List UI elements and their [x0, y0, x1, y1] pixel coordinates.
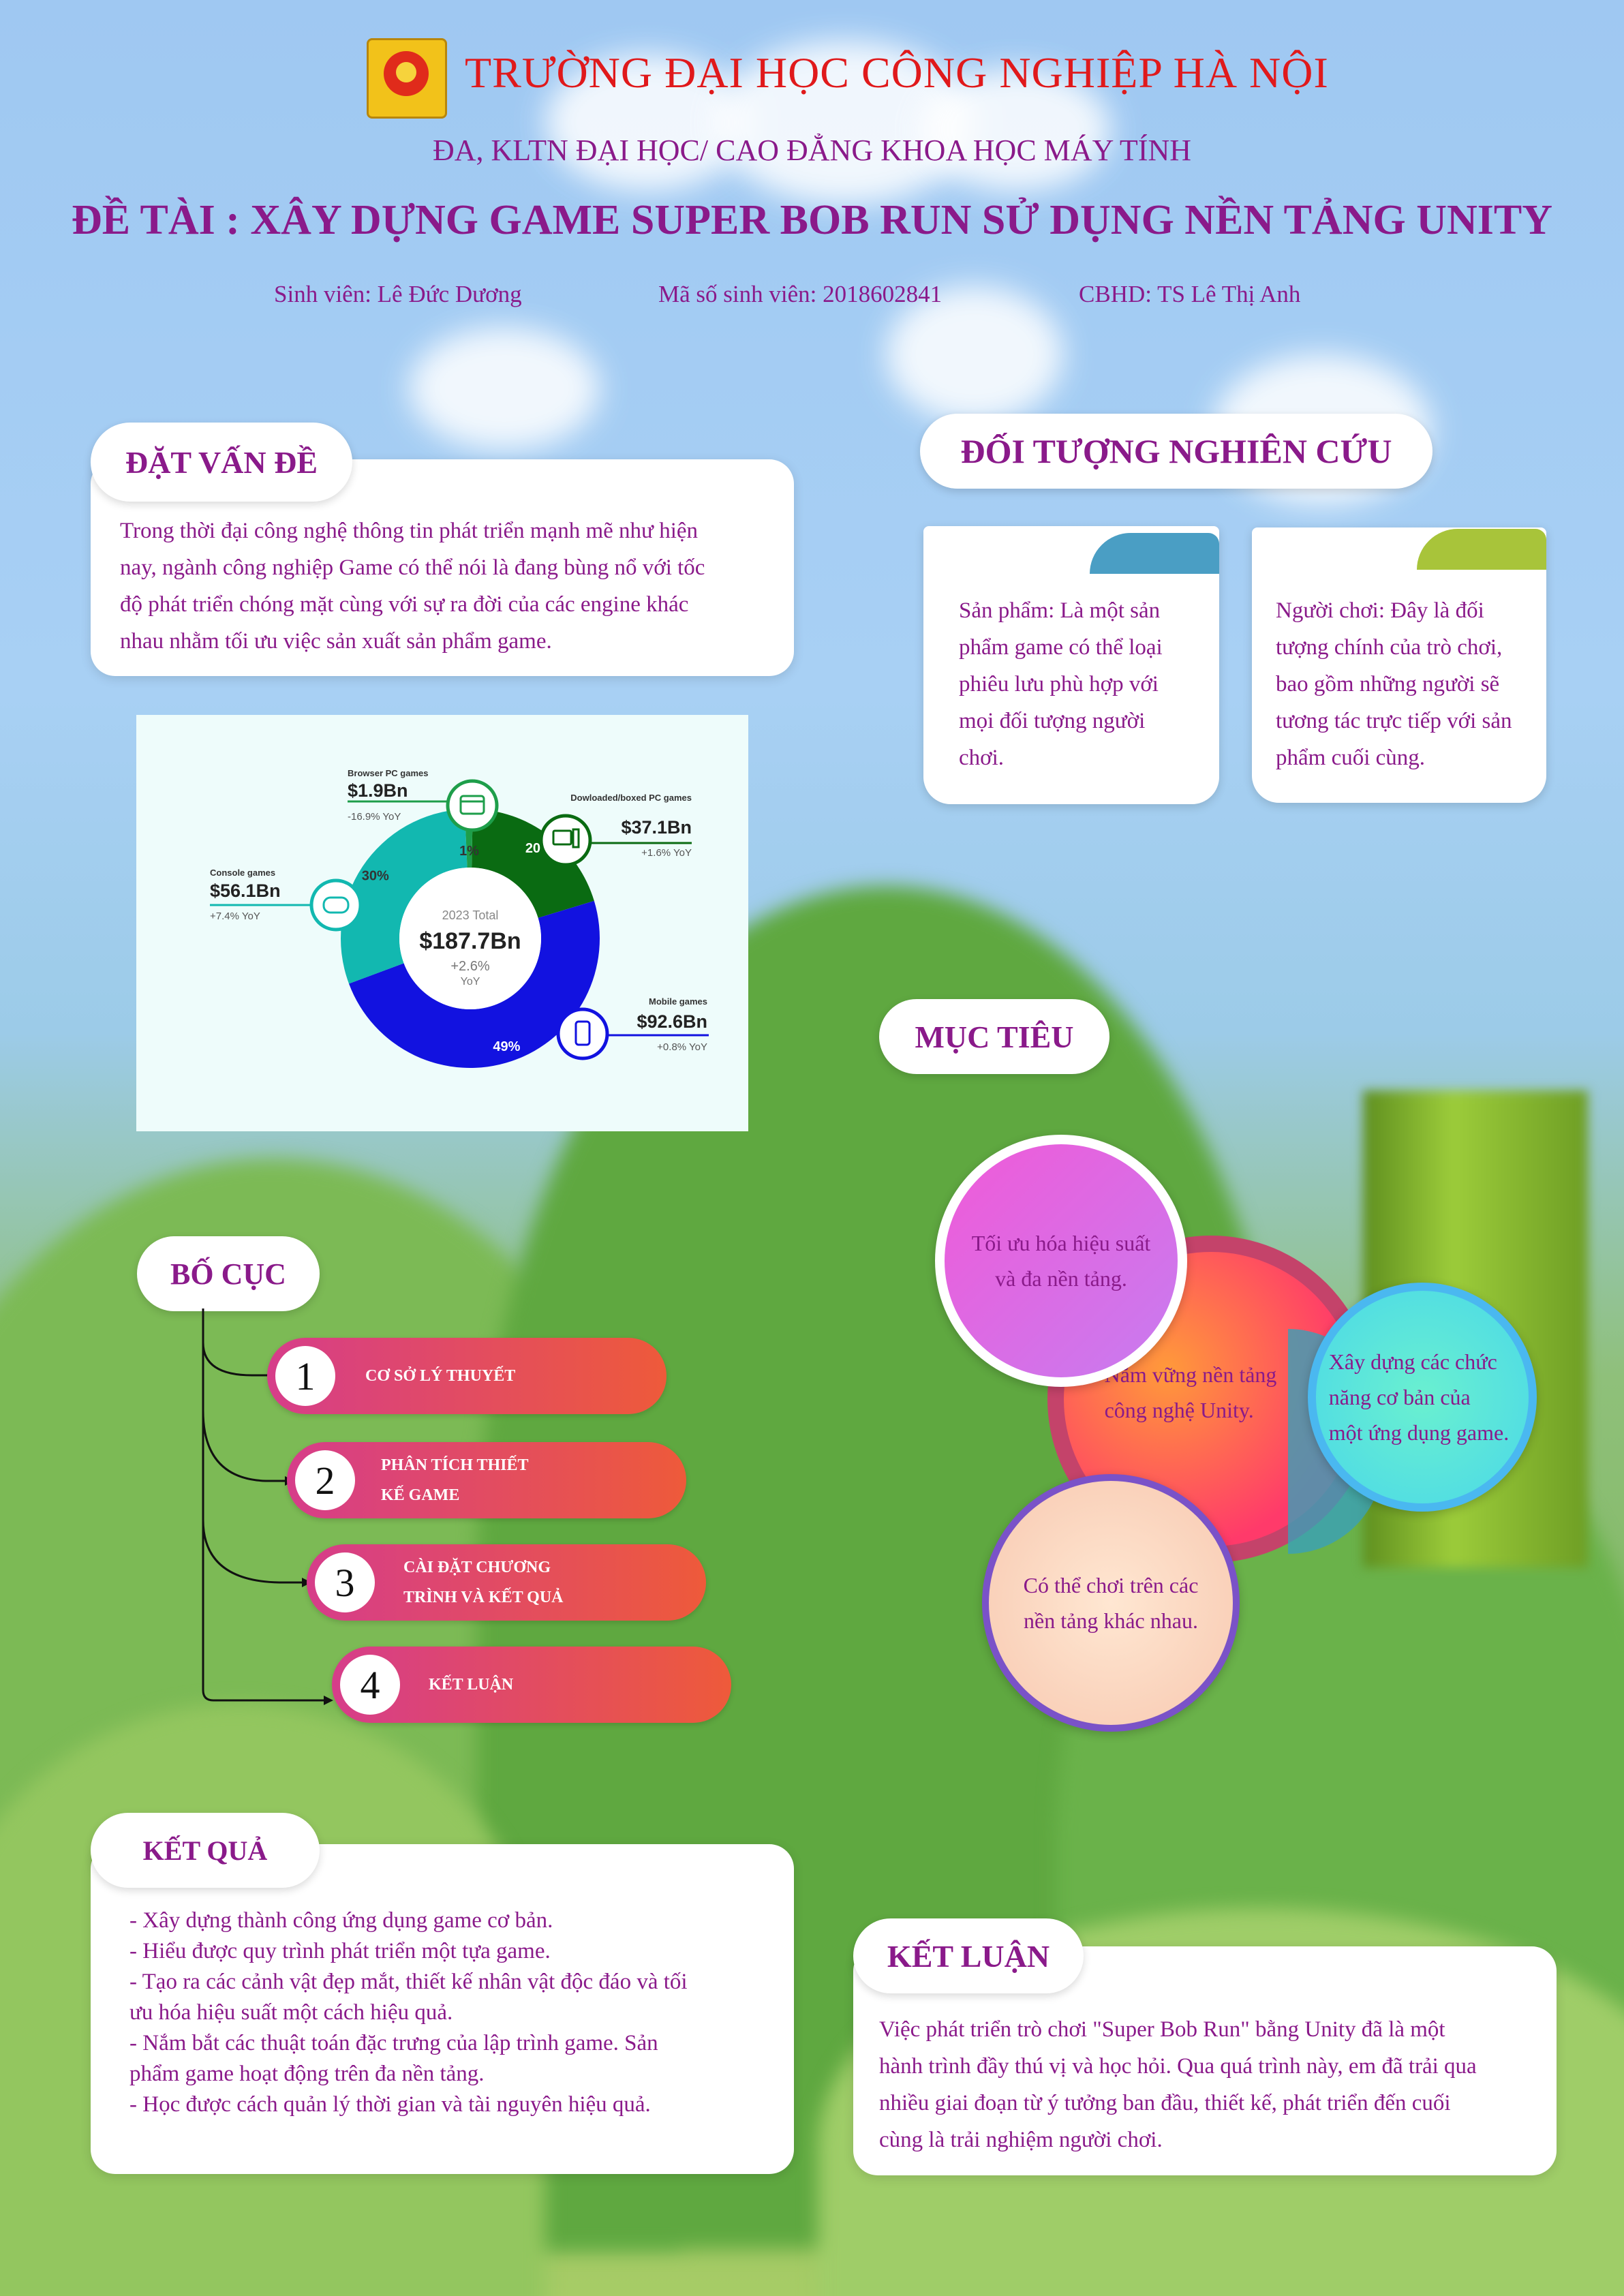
student-id: Mã số sinh viên: 2018602841: [658, 281, 943, 307]
layout-item-label: CÀI ĐẶT CHƯƠNG TRÌNH VÀ KẾT QUẢ: [403, 1559, 564, 1606]
university-name: TRƯỜNG ĐẠI HỌC CÔNG NGHIỆP HÀ NỘI: [465, 48, 1329, 97]
layout-item-number: 4: [340, 1655, 400, 1715]
console-yoy: +7.4% YoY: [210, 910, 260, 922]
research-product-text: Sản phẩm: Là một sản phẩm game có thể lo…: [959, 598, 1163, 770]
center-growth: +2.6%: [450, 959, 489, 974]
results-card: [91, 1844, 794, 2174]
layout-item-number: 2: [295, 1450, 355, 1510]
goals-heading: MỤC TIÊU: [879, 999, 1109, 1074]
layout-heading: BỐ CỤC: [137, 1236, 320, 1311]
layout-item-label: CƠ SỞ LÝ THUYẾT: [365, 1367, 516, 1385]
games-market-chart: 2023 Total $187.7Bn +2.6% YoY 20% 49% 30% 1…: [136, 715, 748, 1131]
research-player-card: [1252, 527, 1546, 803]
conclusion-text: Việc phát triển trò chơi "Super Bob Run"…: [879, 2017, 1477, 2152]
center-growth-unit: YoY: [461, 976, 480, 988]
program-title: ĐA, KLTN ĐẠI HỌC/ CAO ĐẲNG KHOA HỌC MÁY …: [432, 134, 1192, 167]
university-logo: [367, 38, 447, 119]
research-product-card: [923, 526, 1219, 804]
slice-dowloaded-boxed-pc-games: [472, 809, 594, 918]
topic-title: ĐỀ TÀI : XÂY DỰNG GAME SUPER BOB RUN SỬ …: [71, 197, 1553, 243]
downloaded-label: Dowloaded/boxed PC games: [570, 793, 692, 803]
layout-connectors: [202, 1308, 333, 1705]
layout-item-4: 4 KẾT LUẬN: [332, 1647, 731, 1723]
layout-item-2: 2 PHÂN TÍCH THIẾT KẾ GAME: [287, 1442, 686, 1518]
downloaded-yoy: +1.6% YoY: [641, 847, 692, 859]
browser-amount: $1.9Bn: [348, 780, 408, 801]
goal-multi-platform: Có thể chơi trên các nền tảng khác nhau.: [982, 1474, 1240, 1732]
results-heading: KẾT QUẢ: [91, 1813, 320, 1888]
desktop-pc-icon: [539, 814, 592, 867]
mobile-phone-icon: [556, 1007, 609, 1060]
slice-console-games: [340, 809, 468, 984]
research-player-text: Người chơi: Đây là đối tượng chính của t…: [1276, 598, 1512, 770]
center-label: 2023 Total: [442, 908, 499, 922]
goal-build-functions: Xây dựng các chức năng cơ bản của một ứn…: [1308, 1283, 1537, 1512]
slice-mobile-games: [348, 900, 600, 1069]
downloaded-amount: $37.1Bn: [621, 817, 692, 838]
problem-text: Trong thời đại công nghệ thông tin phát …: [120, 519, 705, 654]
layout-item-3: 3 CÀI ĐẶT CHƯƠNG TRÌNH VÀ KẾT QUẢ: [307, 1544, 706, 1621]
layout-item-number: 1: [275, 1346, 335, 1406]
gamepad-icon: [309, 878, 363, 932]
goal-optimize: Tối ưu hóa hiệu suất và đa nền tảng.: [935, 1135, 1187, 1387]
center-value: $187.7Bn: [419, 928, 521, 954]
browser-yoy: -16.9% YoY: [348, 811, 401, 823]
layout-item-label: PHÂN TÍCH THIẾT KẾ GAME: [381, 1456, 529, 1504]
conclusion-heading: KẾT LUẬN: [853, 1918, 1084, 1993]
slice-percent-label: 30%: [362, 869, 389, 884]
console-label: Console games: [210, 868, 275, 878]
research-heading: ĐỐI TƯỢNG NGHIÊN CỨU: [920, 414, 1433, 489]
browser-icon: [446, 779, 499, 832]
student-name: Sinh viên: Lê Đức Dương: [274, 281, 522, 307]
mobile-amount: $92.6Bn: [637, 1011, 707, 1032]
results-text: - Xây dựng thành công ứng dụng game cơ b…: [129, 1908, 688, 2117]
layout-item-label: KẾT LUẬN: [429, 1676, 514, 1694]
donut-chart: 2023 Total $187.7Bn +2.6% YoY 20%49%30%1…: [210, 768, 709, 1069]
layout-item-1: 1 CƠ SỞ LÝ THUYẾT: [267, 1338, 667, 1414]
layout-item-number: 3: [315, 1552, 375, 1612]
mobile-label: Mobile games: [649, 996, 707, 1007]
advisor-name: CBHD: TS Lê Thị Anh: [1079, 281, 1301, 307]
problem-heading: ĐẶT VẤN ĐỀ: [91, 423, 352, 502]
slice-percent-label: 1%: [459, 844, 479, 859]
mobile-yoy: +0.8% YoY: [657, 1041, 707, 1053]
console-amount: $56.1Bn: [210, 881, 281, 901]
browser-label: Browser PC games: [348, 768, 429, 778]
slice-percent-label: 49%: [493, 1039, 520, 1054]
